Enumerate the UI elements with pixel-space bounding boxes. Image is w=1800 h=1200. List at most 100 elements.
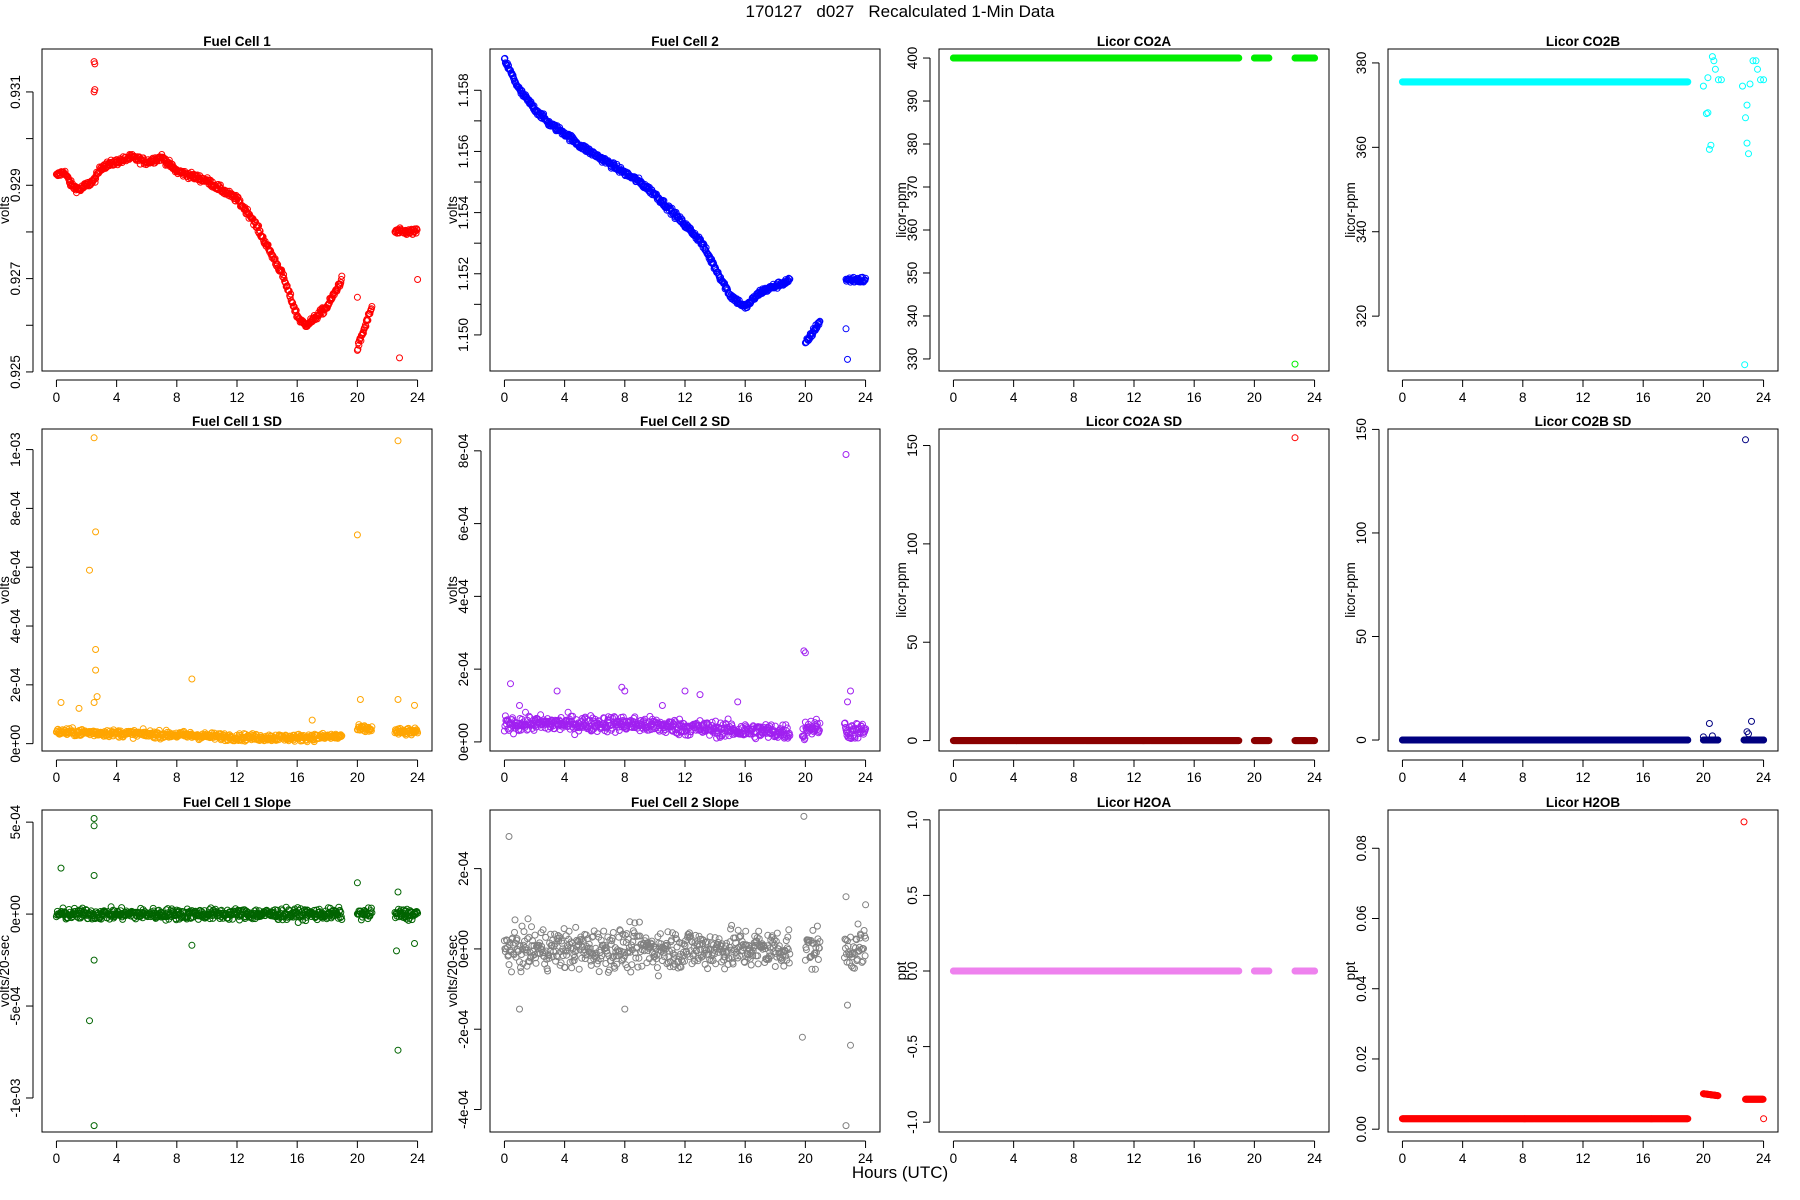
x-tick-label: 4	[113, 770, 121, 785]
data-point	[1743, 101, 1751, 109]
data-point	[724, 286, 732, 294]
x-tick-label: 8	[1519, 390, 1527, 405]
y-axis-label: licor-ppm	[1343, 182, 1358, 238]
data-points	[1398, 53, 1768, 369]
panel-fc2sd: Fuel Cell 2 SD0 4 8 12 16 20 240e+002e-044e-04…	[445, 414, 881, 785]
x-tick-label: 12	[1575, 770, 1590, 785]
data-point	[862, 274, 870, 282]
data-point	[92, 666, 100, 674]
data-points	[500, 54, 870, 363]
x-tick-label: 16	[1636, 390, 1651, 405]
data-point	[681, 687, 689, 695]
x-tick-label: 8	[173, 770, 181, 785]
panel-fc1sd: Fuel Cell 1 SD0 4 8 12 16 20 240e+002e-044e-04…	[0, 414, 433, 785]
data-point	[337, 276, 345, 283]
data-point	[411, 701, 418, 709]
x-tick-label: 4	[1459, 390, 1467, 405]
data-point	[413, 226, 421, 234]
x-tick-label: 20	[1247, 390, 1262, 405]
data-point	[708, 255, 716, 263]
data-point	[289, 299, 297, 307]
data-point	[1742, 114, 1749, 122]
data-point	[368, 303, 376, 310]
data-point	[91, 178, 99, 186]
y-tick-label: 390	[905, 90, 920, 113]
x-tick-label: 12	[229, 390, 244, 405]
data-point	[1291, 360, 1299, 368]
y-tick-label: 320	[1354, 305, 1369, 328]
y-tick-label: 8e-04	[8, 491, 23, 526]
y-tick-label: 100	[905, 533, 920, 556]
data-point	[800, 647, 808, 655]
y-tick-label: 0	[1354, 736, 1369, 744]
x-tick-label: 20	[1247, 770, 1262, 785]
data-point	[93, 693, 101, 701]
x-tick-label: 8	[1519, 770, 1527, 785]
x-tick-label: 4	[561, 390, 569, 405]
x-tick-label: 8	[1070, 770, 1078, 785]
data-point	[816, 317, 824, 325]
x-tick-label: 12	[677, 390, 692, 405]
panel-fc1: Fuel Cell 10 4 8 12 16 20 240.9250.9270.9290.9…	[0, 34, 433, 405]
data-point	[355, 341, 363, 349]
data-point	[188, 675, 196, 683]
y-tick-label: 1.156	[456, 135, 471, 169]
plot-frame	[489, 428, 881, 752]
x-tick-label: 8	[1070, 390, 1078, 405]
x-tick-label: 12	[1126, 770, 1141, 785]
x-tick-label: 4	[1010, 770, 1018, 785]
data-points	[1398, 436, 1768, 744]
x-tick-label: 20	[350, 770, 365, 785]
y-tick-label: 150	[905, 434, 920, 457]
x-tick-label: 20	[798, 770, 813, 785]
panel-fc2: Fuel Cell 20 4 8 12 16 20 241.1501.1521.1541.1…	[445, 34, 881, 405]
panel-co2asd: Licor CO2A SD0 4 8 12 16 20 24050100150licor-p…	[894, 414, 1330, 785]
data-points	[52, 434, 422, 746]
panel-title: Licor CO2B	[1546, 34, 1621, 49]
data-point	[308, 716, 316, 724]
data-point	[1741, 361, 1749, 369]
y-axis-label: volts	[445, 196, 460, 224]
panel-title: Licor CO2A SD	[1086, 414, 1183, 429]
data-point	[280, 275, 288, 282]
y-tick-label: 370	[905, 176, 920, 199]
panel-title: Fuel Cell 1	[203, 34, 271, 49]
x-tick-label: 20	[1696, 770, 1711, 785]
data-point	[1265, 54, 1273, 62]
data-point	[553, 687, 561, 695]
data-point	[847, 687, 854, 695]
y-tick-label: 100	[1354, 522, 1369, 545]
data-point	[1235, 54, 1243, 62]
data-point	[91, 86, 99, 94]
plot-frame	[938, 428, 1330, 752]
x-tick-label: 24	[1307, 770, 1323, 785]
x-tick-label: 16	[1187, 770, 1202, 785]
y-tick-label: 0.929	[8, 168, 23, 202]
data-point	[287, 290, 295, 298]
y-axis-label: volts	[0, 576, 12, 604]
x-tick-label: 16	[738, 390, 753, 405]
data-points	[949, 54, 1319, 368]
data-point	[92, 528, 100, 536]
plot-frame	[1387, 48, 1779, 372]
panel-co2bsd: Licor CO2B SD0 4 8 12 16 20 24050100150licor-p…	[1343, 414, 1779, 785]
data-point	[1704, 74, 1712, 82]
y-tick-label: 360	[1354, 136, 1369, 159]
y-axis-label: volts	[445, 576, 460, 604]
y-axis-label: licor-ppm	[894, 562, 909, 618]
data-point	[90, 434, 98, 442]
data-point	[57, 699, 65, 706]
x-tick-label: 12	[229, 770, 244, 785]
y-axis-label: licor-ppm	[1343, 562, 1358, 618]
y-tick-label: 330	[905, 348, 920, 371]
data-point	[1754, 65, 1761, 73]
y-tick-label: 340	[1354, 220, 1369, 243]
data-point	[356, 696, 364, 703]
data-point	[1743, 139, 1751, 147]
data-point	[357, 337, 365, 345]
y-tick-label: 2e-04	[8, 667, 23, 702]
data-point	[353, 531, 361, 539]
data-point	[844, 698, 851, 706]
x-tick-label: 24	[858, 770, 874, 785]
panel-title: Fuel Cell 2 SD	[640, 414, 730, 429]
